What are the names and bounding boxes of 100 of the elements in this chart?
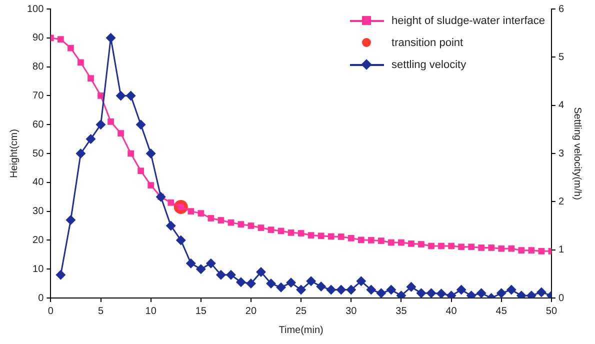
point — [108, 118, 114, 125]
point — [96, 120, 106, 130]
point — [338, 234, 344, 240]
point — [508, 245, 515, 252]
point — [188, 208, 194, 214]
point — [166, 220, 176, 231]
point — [456, 284, 466, 295]
y2-tick-label: 4 — [558, 100, 564, 112]
x-tick-label: 35 — [396, 306, 408, 317]
point — [238, 221, 244, 228]
point — [418, 241, 424, 248]
point — [336, 284, 346, 295]
x-tick-label: 40 — [446, 306, 458, 317]
point — [358, 236, 364, 244]
legend-label: transition point — [392, 37, 464, 49]
point — [198, 210, 204, 217]
legend-label: height of sludge-water interface — [392, 15, 545, 27]
point — [316, 281, 326, 292]
point — [536, 287, 546, 298]
y2-tick-label: 1 — [558, 244, 564, 256]
x-tick-label: 15 — [195, 306, 207, 317]
x-tick-label: 10 — [145, 306, 157, 317]
point — [298, 230, 304, 236]
point — [538, 248, 545, 254]
y2-tick-label: 6 — [558, 4, 564, 15]
point — [168, 199, 174, 206]
point — [146, 148, 156, 158]
point — [256, 266, 266, 277]
point — [208, 215, 214, 222]
x-tick-label: 20 — [245, 306, 257, 317]
y2-tick-label: 2 — [558, 196, 564, 208]
point — [196, 264, 206, 274]
x-tick-label: 0 — [48, 306, 54, 317]
y-tick-label: 30 — [32, 206, 44, 218]
y-axis-title: Height(cm) — [8, 129, 20, 178]
y2-axis-title: Settling velocity(m/h) — [571, 107, 582, 200]
point — [326, 284, 336, 295]
point — [248, 222, 254, 229]
point — [148, 182, 154, 188]
point — [106, 32, 116, 43]
point — [346, 284, 356, 295]
point — [88, 75, 94, 82]
point — [68, 44, 74, 52]
y-tick-label: 60 — [32, 119, 44, 130]
y-tick-label: 90 — [32, 32, 44, 44]
y-tick-label: 100 — [26, 4, 44, 15]
point — [218, 217, 224, 224]
point — [398, 239, 404, 246]
point — [186, 258, 196, 268]
point — [376, 288, 386, 298]
point — [116, 90, 126, 101]
point — [496, 288, 506, 298]
y2-tick-label: 3 — [558, 148, 564, 160]
point — [66, 214, 76, 225]
point — [476, 288, 486, 298]
point — [308, 232, 314, 238]
x-tick-label: 30 — [346, 306, 358, 317]
point — [288, 230, 294, 236]
x-tick-label: 45 — [496, 306, 508, 317]
point — [488, 244, 495, 251]
point — [276, 282, 286, 292]
x-tick-label: 25 — [296, 306, 308, 317]
x-tick-label: 50 — [546, 306, 558, 317]
point — [58, 36, 64, 43]
y-tick-label: 10 — [32, 264, 44, 275]
y-tick-label: 70 — [32, 90, 44, 102]
point — [428, 242, 434, 250]
point — [306, 276, 316, 286]
x-tick-label: 5 — [98, 306, 104, 317]
point — [438, 242, 444, 250]
y-tick-label: 0 — [38, 292, 44, 304]
point — [388, 239, 394, 246]
point — [56, 270, 66, 280]
y-tick-label: 20 — [32, 234, 44, 246]
point — [258, 224, 264, 231]
point — [266, 278, 276, 289]
y2-tick-label: 5 — [558, 52, 564, 63]
point — [408, 240, 414, 247]
point — [478, 244, 485, 251]
point — [506, 284, 516, 295]
point — [126, 90, 136, 101]
point — [416, 288, 426, 298]
point — [378, 238, 384, 244]
x-axis-title: Time(min) — [278, 324, 324, 336]
y-tick-label: 80 — [32, 62, 44, 73]
point — [366, 284, 376, 295]
point — [426, 288, 436, 298]
point — [328, 233, 334, 240]
point — [368, 237, 374, 244]
point — [136, 120, 146, 130]
point — [236, 277, 246, 288]
point — [296, 284, 306, 295]
legend-label: settling velocity — [392, 59, 466, 71]
point — [436, 288, 446, 298]
point — [528, 247, 535, 254]
point — [228, 219, 234, 226]
point — [118, 130, 124, 136]
point — [286, 278, 296, 288]
point — [246, 278, 256, 289]
point — [386, 284, 396, 295]
